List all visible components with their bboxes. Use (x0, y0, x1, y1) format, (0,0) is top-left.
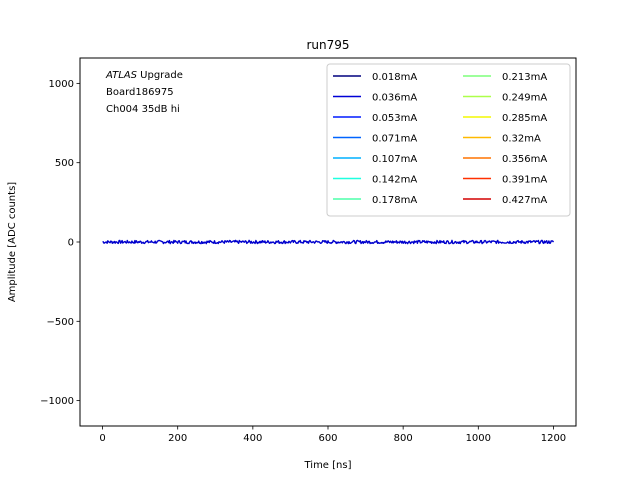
y-tick-label: −500 (47, 317, 74, 328)
plot-area (102, 239, 555, 245)
x-tick-label: 600 (318, 433, 337, 444)
chart-title: run795 (306, 38, 349, 52)
x-tick-label: 1200 (541, 433, 566, 444)
legend: 0.018mA 0.036mA 0.053mA 0.071mA 0.107mA 0.142… (326, 63, 571, 217)
annotation-line: ATLAS Upgrade (105, 70, 183, 81)
x-tick-label: 800 (394, 433, 413, 444)
x-tick-label: 0 (99, 433, 105, 444)
x-axis-label: Time [ns] (303, 460, 351, 471)
waveform-series-line (102, 239, 555, 245)
legend-entry-label: 0.178mA (372, 195, 417, 206)
annotation-text: Board186975 (106, 87, 174, 98)
legend-entry-label: 0.391mA (502, 174, 547, 185)
annotation-line: Board186975 (106, 87, 174, 98)
legend-entry-label: 0.053mA (372, 113, 417, 124)
y-tick-label: 1000 (49, 79, 74, 90)
y-tick-label: 500 (55, 158, 74, 169)
legend-entry-label: 0.213mA (502, 72, 547, 83)
legend-entry-label: 0.356mA (502, 154, 547, 165)
legend-entry-label: 0.036mA (372, 92, 417, 103)
legend-entry-label: 0.249mA (502, 92, 547, 103)
y-axis-label: Amplitude [ADC counts] (7, 182, 18, 302)
x-tick-label: 1000 (466, 433, 491, 444)
x-axis: 0 200 400 600 800 1000 1200 (99, 426, 566, 444)
legend-entry-label: 0.107mA (372, 154, 417, 165)
legend-entry-label: 0.071mA (372, 133, 417, 144)
annotation-text: Ch004 35dB hi (106, 104, 180, 115)
legend-entry-label: 0.018mA (372, 72, 417, 83)
y-axis: −1000 −500 0 500 1000 (40, 79, 80, 407)
x-tick-label: 400 (243, 433, 262, 444)
y-tick-label: −1000 (40, 396, 74, 407)
legend-entry-label: 0.142mA (372, 174, 417, 185)
x-tick-label: 200 (168, 433, 187, 444)
annotation-line: Ch004 35dB hi (106, 104, 180, 115)
experiment-annotation: ATLAS Upgrade Board186975 Ch004 35dB hi (105, 70, 183, 115)
legend-box (326, 63, 571, 217)
legend-entry-label: 0.32mA (502, 133, 541, 144)
annotation-italic: ATLAS (105, 70, 138, 81)
legend-entry-label: 0.427mA (502, 195, 547, 206)
legend-entry-label: 0.285mA (502, 113, 547, 124)
annotation-text: Upgrade (137, 70, 183, 81)
y-tick-label: 0 (68, 238, 74, 249)
